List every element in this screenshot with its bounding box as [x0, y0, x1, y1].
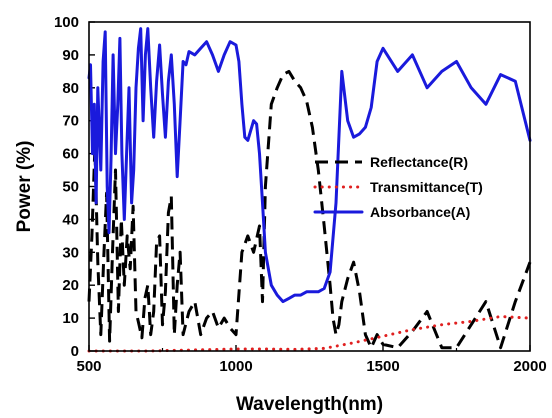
y-tick-label: 60	[62, 146, 79, 163]
y-tick-label: 20	[62, 277, 79, 294]
legend-label: Absorbance(A)	[370, 204, 470, 220]
plot-frame	[88, 21, 531, 352]
series-layer	[87, 27, 532, 353]
x-tick-label: 1500	[366, 358, 399, 375]
y-tick-label: 90	[62, 47, 79, 64]
y-tick-label: 50	[62, 179, 79, 196]
legend: Reflectance(R) Transmittance(T) Absorbance…	[313, 154, 483, 220]
legend-label: Transmittance(T)	[370, 179, 483, 195]
x-tick-label: 500	[76, 358, 101, 375]
y-tick-label: 30	[62, 244, 79, 261]
series-line-transmittance-t	[87, 315, 532, 353]
y-tick-labels: 0 10 20 30 40 50 60 70 80 90 100	[54, 14, 79, 360]
y-tick-label: 80	[62, 80, 79, 97]
series-line-absorbance-a	[87, 27, 532, 304]
y-tick-label: 10	[62, 310, 79, 327]
y-tick-label: 100	[54, 14, 79, 31]
x-tick-label: 2000	[513, 358, 546, 375]
y-tick-label: 0	[71, 343, 79, 360]
y-tick-label: 40	[62, 211, 79, 228]
series-line-reflectance-r	[87, 69, 532, 350]
legend-label: Reflectance(R)	[370, 154, 468, 170]
x-tick-label: 1000	[219, 358, 252, 375]
y-axis-title: Power (%)	[14, 141, 35, 233]
x-tick-labels: 500 1000 1500 2000	[76, 358, 546, 375]
x-axis-title: Wavelength(nm)	[236, 394, 383, 415]
y-tick-label: 70	[62, 113, 79, 130]
